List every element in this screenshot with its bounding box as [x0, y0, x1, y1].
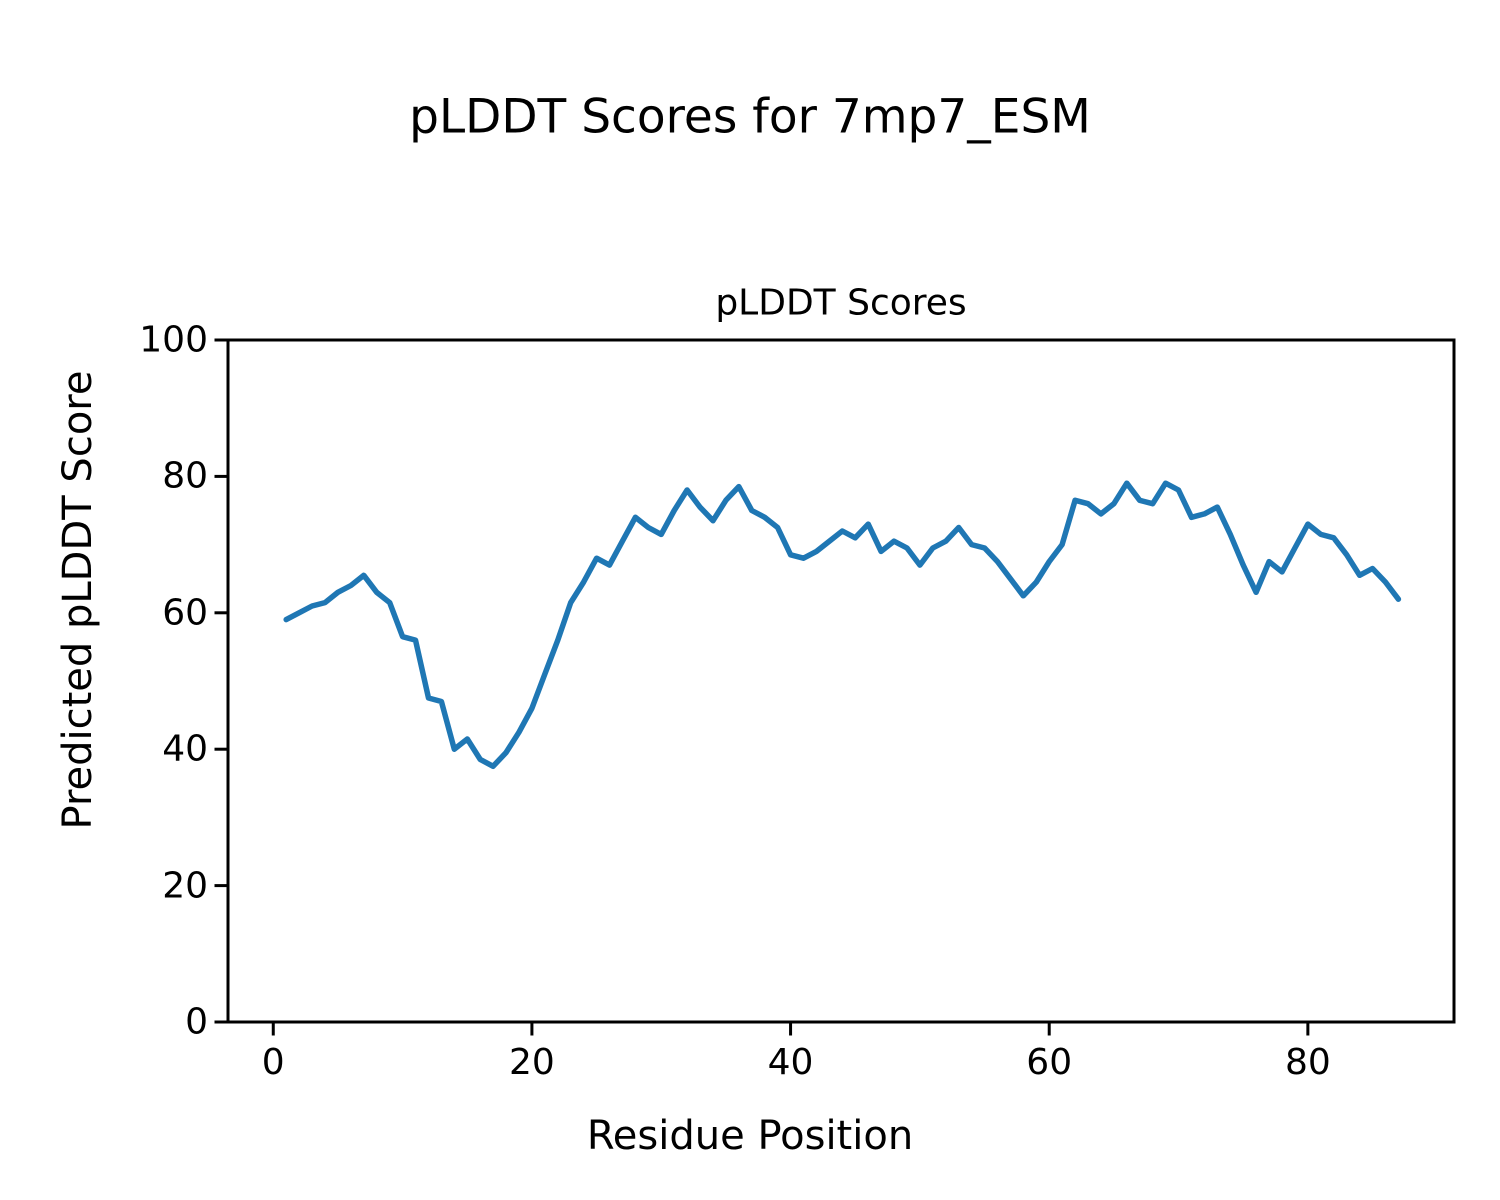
figure-title: pLDDT Scores for 7mp7_ESM [409, 89, 1091, 145]
x-tick-label: 80 [1284, 1042, 1331, 1083]
x-tick-label: 60 [1026, 1042, 1073, 1083]
axes-box [226, 338, 1456, 1024]
y-tick-label: 20 [162, 865, 208, 907]
y-tick-label: 100 [139, 319, 208, 361]
x-tick-label: 0 [261, 1042, 285, 1083]
x-tick-label: 20 [509, 1042, 555, 1083]
x-tick-label: 40 [767, 1042, 814, 1083]
y-tick-label: 60 [162, 592, 208, 634]
y-tick-label: 40 [162, 728, 208, 770]
y-tick-label: 0 [185, 1001, 208, 1043]
y-tick-label: 80 [162, 455, 208, 497]
tick-marks [214, 338, 1310, 1036]
axes-title: pLDDT Scores [715, 282, 967, 324]
y-axis-label: Predicted pLDDT Score [55, 370, 101, 830]
x-axis-label: Residue Position [586, 1113, 914, 1159]
plddt-line [283, 480, 1402, 770]
